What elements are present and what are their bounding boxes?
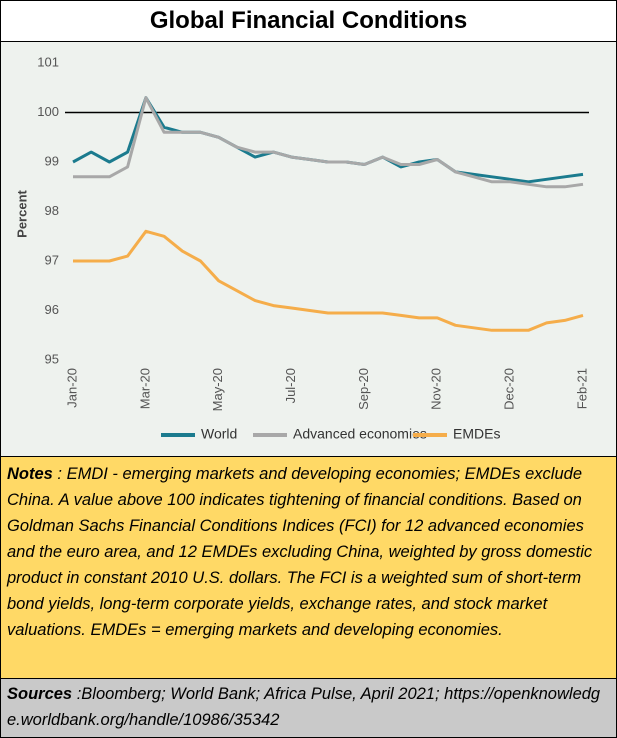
chart-title: Global Financial Conditions — [1, 1, 616, 42]
y-axis-label: Percent — [14, 189, 29, 237]
y-tick-label: 99 — [45, 153, 59, 168]
x-tick-label: Sep-20 — [356, 368, 371, 410]
legend-label: World — [201, 426, 237, 442]
y-tick-label: 95 — [45, 351, 59, 366]
y-tick-label: 97 — [45, 252, 59, 267]
x-tick-label: Jan-20 — [64, 368, 79, 408]
line — [73, 96, 584, 189]
sources: Sources :Bloomberg; World Bank; Africa P… — [1, 679, 616, 737]
sources-text: :Bloomberg; World Bank; Africa Pulse, Ap… — [7, 685, 601, 729]
y-tick-label: 101 — [37, 54, 59, 69]
x-tick-label: Jul-20 — [283, 368, 298, 403]
x-tick-label: Mar-20 — [137, 368, 152, 409]
legend-label: Advanced economies — [293, 426, 427, 442]
y-tick-label: 96 — [45, 302, 59, 317]
x-tick-label: Nov-20 — [429, 368, 444, 410]
sources-label: Sources — [7, 685, 73, 703]
notes-label: Notes — [7, 465, 53, 483]
y-tick-label: 100 — [37, 104, 59, 119]
x-tick-label: Dec-20 — [502, 368, 517, 410]
x-tick-label: May-20 — [210, 368, 225, 411]
notes-text: : EMDI - emerging markets and developing… — [7, 465, 593, 639]
y-tick-label: 98 — [45, 203, 59, 218]
chart: Percent 95 96 97 98 99 100 101 Jan-20 Mar-20 May-… — [1, 42, 616, 456]
line — [73, 229, 584, 332]
notes: Notes : EMDI - emerging markets and deve… — [1, 456, 616, 679]
line — [72, 96, 584, 184]
x-tick-label: Feb-21 — [574, 368, 589, 409]
legend-label: EMDEs — [453, 426, 500, 442]
